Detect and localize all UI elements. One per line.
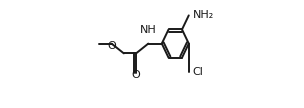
Text: NH₂: NH₂ [192,10,214,20]
Text: Cl: Cl [192,67,203,77]
Text: NH: NH [140,25,157,35]
Text: O: O [107,41,116,51]
Text: O: O [132,70,140,80]
